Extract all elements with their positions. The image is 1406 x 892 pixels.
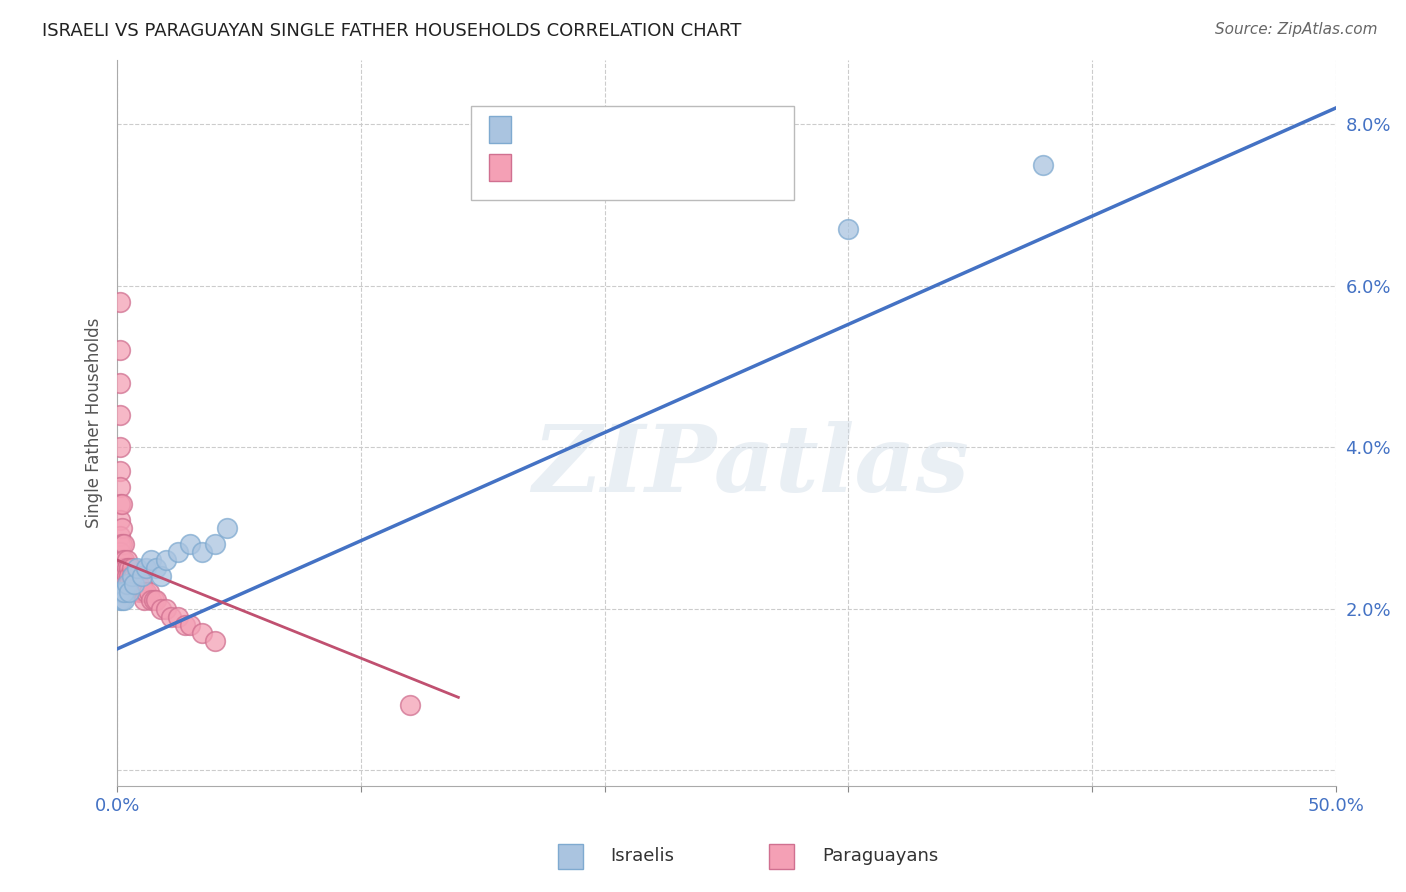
- Point: [121, 577, 143, 591]
- Point: [114, 577, 136, 591]
- Point: [108, 585, 131, 599]
- Point: [121, 569, 143, 583]
- Point: [122, 569, 145, 583]
- Point: [108, 537, 131, 551]
- Point: [115, 577, 138, 591]
- Point: [108, 294, 131, 309]
- Point: [115, 577, 138, 591]
- Point: [111, 577, 134, 591]
- Point: [131, 585, 153, 599]
- Point: [108, 408, 131, 422]
- Point: [108, 464, 131, 478]
- Point: [108, 529, 131, 543]
- Point: [115, 561, 138, 575]
- Point: [179, 617, 201, 632]
- Point: [837, 222, 859, 236]
- Point: [108, 513, 131, 527]
- Point: [132, 585, 155, 599]
- Text: Paraguayans: Paraguayans: [823, 847, 939, 865]
- Point: [111, 521, 134, 535]
- Point: [1032, 157, 1054, 171]
- Point: [114, 537, 136, 551]
- Point: [108, 440, 131, 454]
- Point: [145, 561, 167, 575]
- Point: [118, 561, 141, 575]
- Point: [159, 609, 181, 624]
- Point: [155, 601, 177, 615]
- Point: [114, 585, 136, 599]
- Point: [111, 585, 134, 599]
- Point: [108, 376, 131, 390]
- Point: [204, 633, 226, 648]
- Point: [108, 343, 131, 358]
- Point: [128, 577, 150, 591]
- Point: [118, 585, 141, 599]
- Text: ISRAELI VS PARAGUAYAN SINGLE FATHER HOUSEHOLDS CORRELATION CHART: ISRAELI VS PARAGUAYAN SINGLE FATHER HOUS…: [42, 22, 741, 40]
- Text: R = -0.291   N = 59: R = -0.291 N = 59: [523, 160, 686, 178]
- Point: [114, 569, 136, 583]
- Point: [141, 593, 163, 607]
- Point: [111, 537, 134, 551]
- Text: ZIPatlas: ZIPatlas: [533, 421, 969, 511]
- Point: [167, 609, 190, 624]
- Point: [135, 585, 157, 599]
- Point: [122, 577, 145, 591]
- Point: [150, 569, 173, 583]
- Point: [111, 561, 134, 575]
- Text: Source: ZipAtlas.com: Source: ZipAtlas.com: [1215, 22, 1378, 37]
- Point: [111, 553, 134, 567]
- Point: [138, 585, 160, 599]
- Point: [111, 569, 134, 583]
- Point: [111, 593, 134, 607]
- Point: [142, 593, 165, 607]
- Point: [121, 569, 143, 583]
- Point: [108, 545, 131, 559]
- Point: [131, 577, 153, 591]
- Point: [121, 561, 143, 575]
- Point: [115, 553, 138, 567]
- Point: [108, 553, 131, 567]
- Point: [191, 625, 214, 640]
- Point: [114, 561, 136, 575]
- Point: [108, 480, 131, 494]
- Point: [118, 569, 141, 583]
- Point: [125, 561, 148, 575]
- Point: [155, 553, 177, 567]
- Point: [114, 553, 136, 567]
- Point: [191, 545, 214, 559]
- Point: [135, 561, 157, 575]
- Point: [122, 577, 145, 591]
- Point: [132, 593, 155, 607]
- Point: [114, 593, 136, 607]
- Point: [167, 545, 190, 559]
- Point: [125, 569, 148, 583]
- Text: Israelis: Israelis: [610, 847, 675, 865]
- Point: [204, 537, 226, 551]
- Point: [174, 617, 197, 632]
- Point: [118, 577, 141, 591]
- Point: [398, 698, 420, 713]
- Point: [128, 585, 150, 599]
- Point: [108, 593, 131, 607]
- Point: [150, 601, 173, 615]
- Point: [141, 553, 163, 567]
- Y-axis label: Single Father Households: Single Father Households: [86, 318, 103, 528]
- Point: [179, 537, 201, 551]
- Point: [108, 497, 131, 511]
- Point: [145, 593, 167, 607]
- Point: [115, 569, 138, 583]
- Point: [215, 521, 238, 535]
- Point: [131, 569, 153, 583]
- Text: R =  0.675   N = 24: R = 0.675 N = 24: [523, 121, 685, 139]
- Point: [111, 497, 134, 511]
- Point: [125, 577, 148, 591]
